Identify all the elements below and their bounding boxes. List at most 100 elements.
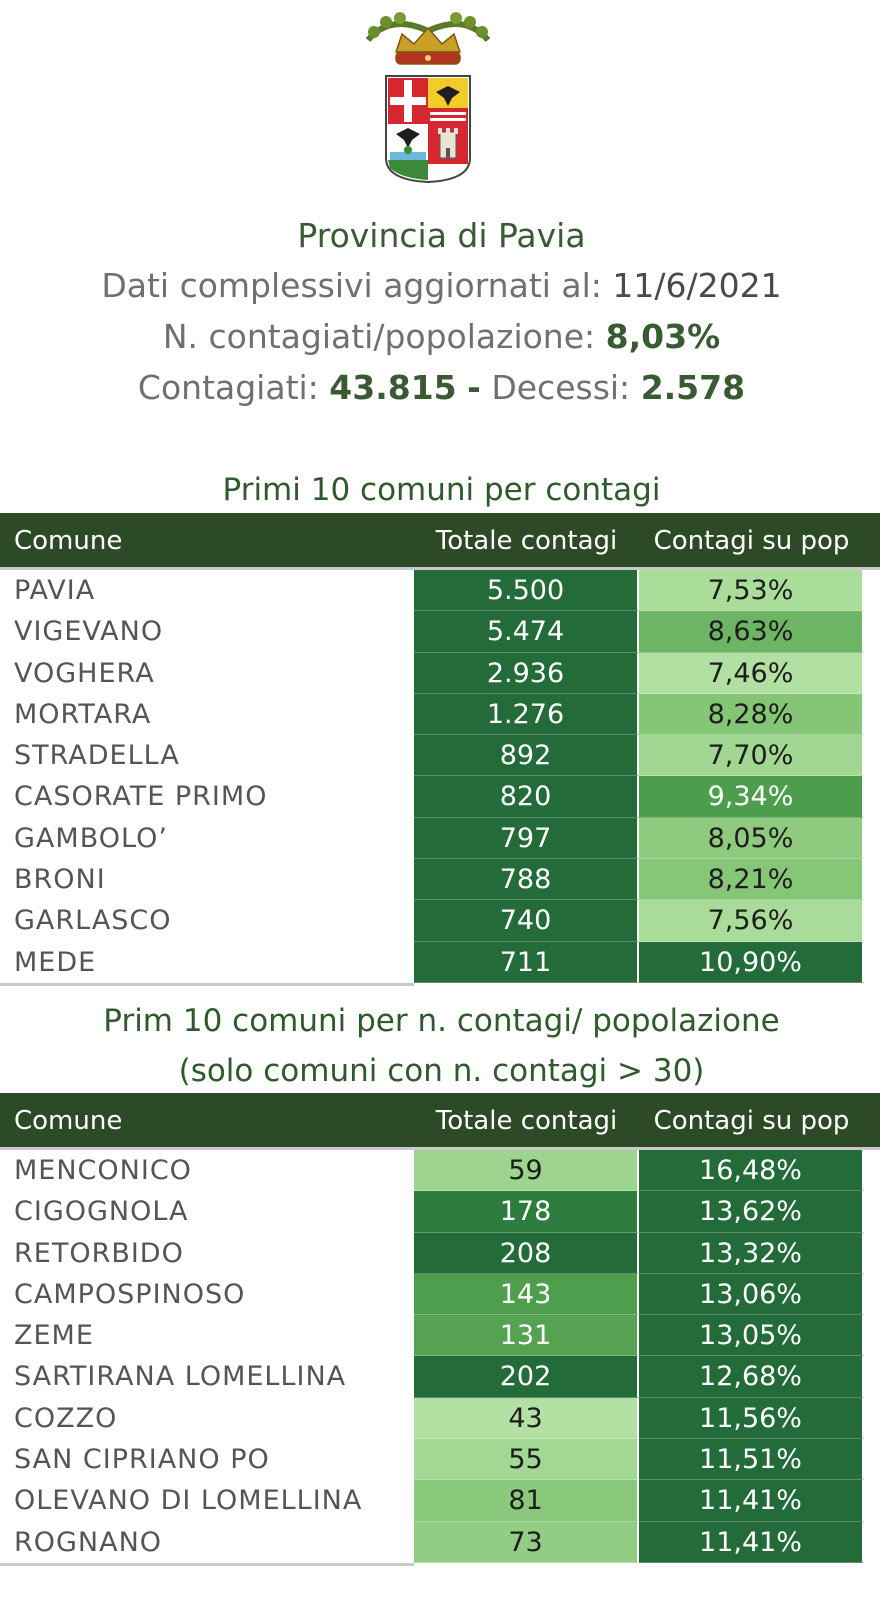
- ratio-value: 8,03%: [605, 317, 721, 356]
- comune-cell: BRONI: [14, 864, 106, 896]
- contagi-su-pop-cell: 8,28%: [639, 693, 864, 736]
- table1-body: PAVIA 5.500 7,53% VIGEVANO 5.474 8,63% VOGHERA…: [0, 570, 880, 983]
- contagi-su-pop-cell: 8,63%: [639, 611, 864, 653]
- top-cases-table: Comune Totale contagi Contagi su pop PAV…: [0, 513, 880, 986]
- comune-cell: STRADELLA: [14, 740, 180, 772]
- table-row: MENCONICO 59 16,48%: [0, 1150, 880, 1192]
- comune-cell: VOGHERA: [14, 657, 155, 689]
- table-row: MEDE 711 10,90%: [0, 941, 880, 983]
- table2-col-totale: Totale contagi: [435, 1106, 618, 1136]
- totale-contagi-cell: 711: [414, 941, 639, 983]
- contagi-su-pop-cell: 10,90%: [639, 941, 864, 983]
- table-row: PAVIA 5.500 7,53%: [0, 570, 880, 612]
- summary-header: Provincia di Pavia Dati complessivi aggi…: [0, 212, 883, 413]
- table-row: CAMPOSPINOSO 143 13,06%: [0, 1273, 880, 1316]
- totale-contagi-cell: 788: [414, 859, 639, 901]
- totale-contagi-cell: 5.500: [414, 570, 639, 612]
- comune-cell: GAMBOLO’: [14, 822, 168, 854]
- totale-contagi-cell: 131: [414, 1315, 639, 1357]
- table-row: GAMBOLO’ 797 8,05%: [0, 817, 880, 860]
- table1-bottom-rule: [0, 982, 414, 986]
- table1-header: Comune Totale contagi Contagi su pop: [0, 513, 880, 570]
- comune-cell: CASORATE PRIMO: [14, 781, 268, 813]
- totals-line: Contagiati: 43.815 - Decessi: 2.578: [0, 362, 883, 413]
- contagi-su-pop-cell: 11,56%: [639, 1397, 864, 1440]
- comune-cell: MEDE: [14, 946, 97, 978]
- updated-label: Dati complessivi aggiornati al:: [101, 266, 602, 305]
- comune-cell: MENCONICO: [14, 1155, 192, 1186]
- totale-contagi-cell: 208: [414, 1232, 639, 1274]
- table-row: VIGEVANO 5.474 8,63%: [0, 611, 880, 653]
- table1-col-totale: Totale contagi: [435, 526, 618, 556]
- totale-contagi-cell: 73: [414, 1521, 639, 1563]
- totale-contagi-cell: 797: [414, 817, 639, 860]
- table2-col-pop: Contagi su pop: [653, 1106, 850, 1136]
- totale-contagi-cell: 5.474: [414, 611, 639, 653]
- contagi-su-pop-cell: 11,41%: [639, 1521, 864, 1563]
- table-row: GARLASCO 740 7,56%: [0, 900, 880, 942]
- table-row: CASORATE PRIMO 820 9,34%: [0, 776, 880, 818]
- comune-cell: PAVIA: [14, 575, 96, 606]
- table-row: MORTARA 1.276 8,28%: [0, 693, 880, 736]
- table-row: OLEVANO DI LOMELLINA 81 11,41%: [0, 1480, 880, 1522]
- top-ratio-table: Comune Totale contagi Contagi su pop MEN…: [0, 1093, 880, 1566]
- table-row: RETORBIDO 208 13,32%: [0, 1232, 880, 1274]
- table2-bottom-rule: [0, 1562, 414, 1566]
- cases-value: 43.815: [329, 368, 457, 407]
- comune-cell: CIGOGNOLA: [14, 1196, 189, 1228]
- totale-contagi-cell: 178: [414, 1191, 639, 1233]
- table-row: CIGOGNOLA 178 13,62%: [0, 1191, 880, 1233]
- table-row: VOGHERA 2.936 7,46%: [0, 652, 880, 694]
- totale-contagi-cell: 740: [414, 900, 639, 942]
- contagi-su-pop-cell: 13,06%: [639, 1273, 864, 1316]
- contagi-su-pop-cell: 7,70%: [639, 735, 864, 777]
- contagi-su-pop-cell: 9,34%: [639, 776, 864, 818]
- table-row: SARTIRANA LOMELLINA 202 12,68%: [0, 1356, 880, 1398]
- totale-contagi-cell: 43: [414, 1397, 639, 1440]
- cases-label: Contagiati:: [137, 368, 319, 407]
- totale-contagi-cell: 143: [414, 1273, 639, 1316]
- table2-title: Prim 10 comuni per n. contagi/ popolazio…: [103, 1003, 780, 1039]
- totale-contagi-cell: 2.936: [414, 652, 639, 694]
- table-row: COZZO 43 11,56%: [0, 1397, 880, 1440]
- table-row: ZEME 131 13,05%: [0, 1315, 880, 1357]
- comune-cell: SAN CIPRIANO PO: [14, 1444, 270, 1476]
- ratio-label: N. contagiati/popolazione:: [162, 317, 596, 356]
- contagi-su-pop-cell: 13,32%: [639, 1232, 864, 1274]
- totale-contagi-cell: 892: [414, 735, 639, 777]
- contagi-su-pop-cell: 7,53%: [639, 570, 864, 612]
- contagi-su-pop-cell: 13,62%: [639, 1191, 864, 1233]
- table-row: BRONI 788 8,21%: [0, 859, 880, 901]
- page-title: Provincia di Pavia: [297, 216, 586, 255]
- table-row: ROGNANO 73 11,41%: [0, 1521, 880, 1563]
- totale-contagi-cell: 820: [414, 776, 639, 818]
- deaths-label: Decessi:: [491, 368, 631, 407]
- table-row: SAN CIPRIANO PO 55 11,51%: [0, 1439, 880, 1481]
- totale-contagi-cell: 59: [414, 1150, 639, 1192]
- totals-separator: -: [467, 368, 481, 407]
- contagi-su-pop-cell: 16,48%: [639, 1150, 864, 1192]
- ratio-line: N. contagiati/popolazione: 8,03%: [0, 311, 883, 362]
- contagi-su-pop-cell: 8,21%: [639, 859, 864, 901]
- comune-cell: CAMPOSPINOSO: [14, 1278, 246, 1310]
- totale-contagi-cell: 55: [414, 1439, 639, 1481]
- comune-cell: VIGEVANO: [14, 616, 164, 648]
- totale-contagi-cell: 81: [414, 1480, 639, 1522]
- contagi-su-pop-cell: 11,51%: [639, 1439, 864, 1481]
- deaths-value: 2.578: [640, 368, 746, 407]
- table2-header: Comune Totale contagi Contagi su pop: [0, 1093, 880, 1150]
- provincia-coat-of-arms-icon: [365, 12, 491, 184]
- comune-cell: GARLASCO: [14, 905, 172, 937]
- table1-title: Primi 10 comuni per contagi: [222, 472, 661, 508]
- contagi-su-pop-cell: 7,46%: [639, 652, 864, 694]
- comune-cell: ROGNANO: [14, 1526, 163, 1558]
- comune-cell: RETORBIDO: [14, 1237, 184, 1269]
- table2-subtitle: (solo comuni con n. contagi > 30): [178, 1053, 705, 1089]
- contagi-su-pop-cell: 12,68%: [639, 1356, 864, 1398]
- table1-col-comune: Comune: [14, 526, 123, 556]
- comune-cell: OLEVANO DI LOMELLINA: [14, 1485, 363, 1517]
- table2-body: MENCONICO 59 16,48% CIGOGNOLA 178 13,62% RETOR…: [0, 1150, 880, 1563]
- updated-line: Dati complessivi aggiornati al: 11/6/202…: [0, 260, 883, 311]
- table2-col-comune: Comune: [14, 1106, 123, 1136]
- totale-contagi-cell: 202: [414, 1356, 639, 1398]
